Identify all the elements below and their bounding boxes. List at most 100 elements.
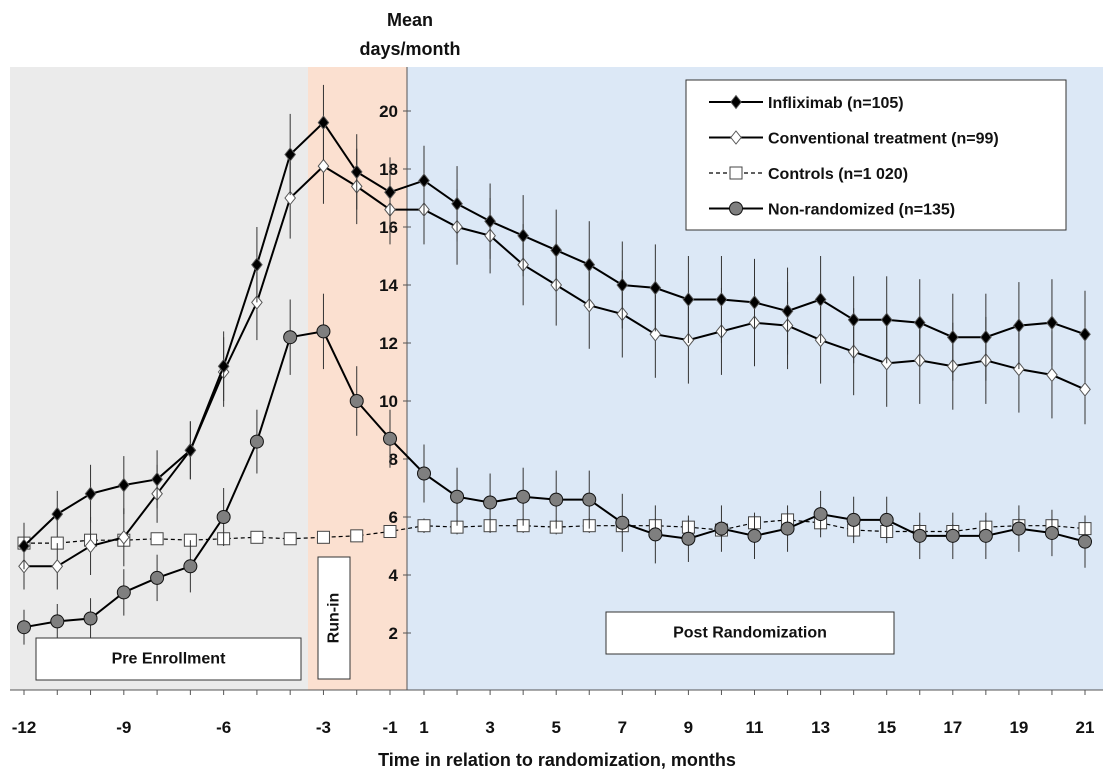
series-layer: [17, 84, 1092, 645]
y-tick-label: 14: [379, 276, 398, 295]
legend-marker: [730, 130, 742, 145]
data-point: [350, 164, 363, 180]
data-point: [451, 196, 463, 212]
data-point: [847, 312, 860, 328]
data-point: [450, 489, 465, 504]
region-label-box-post-randomization: [605, 611, 895, 655]
data-point: [980, 329, 992, 345]
y-axis: 2 4 6 8 10 12 14 16 18 20: [379, 67, 411, 690]
data-point: [682, 292, 695, 307]
legend-label: Infliximab (n=105): [768, 95, 904, 112]
data-point: [747, 528, 762, 543]
x-axis: -12 -9 -6 -3 -1 1 3 5 7 9 11 13 15 17 19 21: [10, 689, 1103, 737]
x-tick-label: 17: [943, 718, 962, 737]
data-point: [1079, 326, 1091, 342]
data-point: [846, 512, 861, 527]
data-point: [349, 394, 364, 408]
data-point: [549, 492, 564, 507]
data-point: [250, 530, 264, 544]
data-point: [748, 295, 761, 310]
data-point: [484, 213, 496, 229]
data-point: [84, 538, 97, 554]
data-point: [946, 329, 959, 345]
data-point: [517, 228, 529, 244]
data-point: [1011, 521, 1026, 536]
series-controls: [17, 512, 1092, 550]
data-point: [913, 315, 926, 331]
region-label-box-run-in: [317, 556, 351, 680]
data-point: [417, 519, 431, 533]
x-tick-label: 5: [551, 718, 560, 737]
data-point: [283, 532, 297, 546]
data-point: [249, 434, 264, 449]
data-point: [150, 570, 165, 585]
region-label-run-in: Run-in: [326, 593, 343, 644]
data-point: [615, 515, 630, 530]
legend-marker: [730, 94, 742, 110]
x-tick-label: 7: [618, 718, 627, 737]
data-point: [117, 477, 130, 493]
x-axis-title: Time in relation to randomization, month…: [378, 750, 736, 770]
x-tick-label: -6: [216, 718, 231, 737]
region-labels: Pre Enrollment Run-in Post Randomization: [35, 556, 895, 681]
x-tick-label: -1: [382, 718, 397, 737]
data-point: [384, 184, 396, 200]
data-point: [51, 506, 64, 522]
x-tick-label: 15: [877, 718, 896, 737]
data-point: [1078, 534, 1092, 549]
data-point: [284, 147, 297, 162]
x-tick-label: 19: [1009, 718, 1028, 737]
data-point: [780, 521, 795, 536]
legend-label: Controls (n=1 020): [768, 166, 908, 183]
data-point: [715, 292, 728, 307]
data-point: [912, 528, 927, 543]
region-label-pre-enrollment: Pre Enrollment: [112, 651, 226, 668]
y-axis-title-line2: days/month: [359, 39, 460, 59]
data-point: [350, 529, 364, 543]
data-point: [483, 495, 498, 510]
data-point: [84, 486, 97, 502]
data-point: [116, 585, 131, 600]
x-tick-label: -9: [116, 718, 131, 737]
legend-marker: [729, 201, 743, 216]
data-point: [151, 471, 163, 487]
y-tick-label: 12: [379, 334, 398, 353]
x-tick-label: -12: [12, 718, 37, 737]
y-tick-label: 10: [379, 392, 398, 411]
data-point: [316, 324, 331, 339]
data-point: [813, 507, 828, 522]
data-point: [217, 358, 230, 374]
data-point: [649, 326, 662, 342]
data-point: [17, 620, 31, 635]
legend: Infliximab (n=105) Conventional treatment…: [685, 79, 1067, 231]
data-point: [50, 614, 65, 629]
y-tick-label: 20: [379, 102, 398, 121]
data-point: [1046, 315, 1058, 331]
x-tick-label: 9: [684, 718, 693, 737]
legend-marker: [729, 166, 743, 180]
data-point: [681, 531, 696, 546]
data-point: [781, 303, 794, 319]
data-point: [583, 257, 596, 273]
y-tick-label: 4: [389, 566, 399, 585]
legend-box: [685, 79, 1067, 231]
data-point: [1044, 525, 1059, 540]
data-point: [150, 532, 164, 546]
data-point: [649, 280, 662, 296]
x-tick-label: 1: [419, 718, 428, 737]
data-point: [648, 527, 663, 542]
x-tick-label: 13: [811, 718, 830, 737]
data-point: [879, 512, 894, 527]
data-point: [316, 530, 330, 544]
y-tick-label: 2: [389, 624, 398, 643]
y-tick-label: 18: [379, 160, 398, 179]
x-tick-label: 3: [485, 718, 494, 737]
legend-label: Non-randomized (n=135): [768, 202, 955, 219]
data-point: [814, 292, 827, 307]
series-infliximab: [18, 84, 1091, 570]
data-point: [284, 190, 297, 206]
y-tick-label: 16: [379, 218, 398, 237]
x-tick-label: 11: [746, 718, 764, 737]
data-point: [1079, 382, 1091, 397]
